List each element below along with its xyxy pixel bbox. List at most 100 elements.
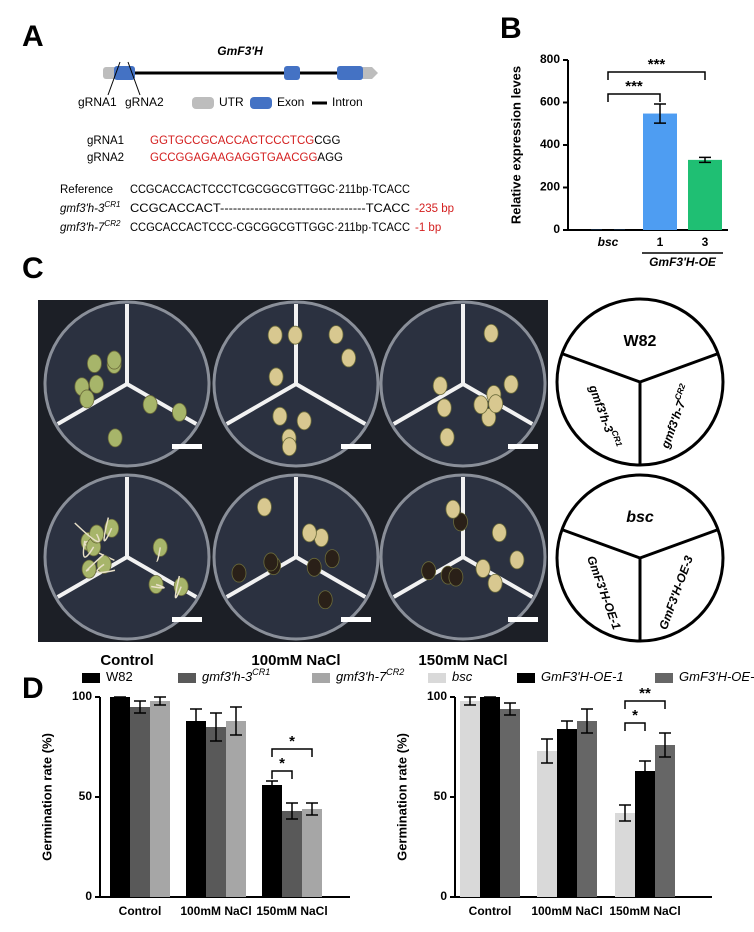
- bar: [206, 727, 226, 897]
- seed: [257, 497, 272, 517]
- significance-bracket: [607, 71, 706, 80]
- bar: [615, 813, 635, 897]
- seed: [287, 325, 303, 345]
- error-bar: [210, 712, 222, 742]
- x-tick-label: 1: [657, 235, 664, 249]
- seed: [503, 374, 519, 394]
- x-tick-label: 100mM NaCl: [180, 904, 251, 918]
- text-part: gmf3'h-3: [202, 669, 253, 684]
- condition-label: Control: [100, 652, 153, 669]
- superscript: CR2: [104, 219, 121, 228]
- legend-swatch: [192, 97, 214, 109]
- x-tick-label: 3: [702, 235, 709, 249]
- seed: [89, 374, 104, 394]
- significance-bracket: [271, 748, 313, 757]
- divider: [561, 528, 641, 560]
- scale-bar: [341, 617, 371, 622]
- seed: [317, 590, 333, 610]
- alignment-sequence: CCGCACCACTCCCTCGCGGCGTTGGC·211bp·TCACC: [130, 184, 410, 196]
- legend-swatch: [517, 673, 535, 683]
- seed: [509, 550, 525, 570]
- text-part: GmF3'H-OE-3: [679, 669, 754, 684]
- error-bar: [639, 760, 651, 782]
- exon: [337, 66, 363, 80]
- seed: [448, 567, 464, 587]
- root: [174, 575, 182, 599]
- text-part: Reference: [60, 184, 113, 196]
- pam-sequence: AGG: [317, 152, 343, 164]
- scale-bar: [508, 444, 538, 449]
- divider: [392, 382, 464, 426]
- significance-bracket: [271, 770, 293, 779]
- error-bar: [699, 156, 711, 164]
- panel-label: C: [22, 252, 44, 285]
- divider: [225, 555, 298, 599]
- seed: [281, 437, 297, 457]
- seed: [79, 389, 95, 409]
- seed: [341, 348, 357, 368]
- panel-label: D: [22, 672, 44, 705]
- grna-name: gRNA1: [87, 135, 124, 147]
- y-axis-label: Germination rate (%): [39, 733, 54, 861]
- alignment-sequence: CCGCACCACT------------------------------…: [130, 203, 410, 215]
- seed: [432, 376, 448, 396]
- y-tick-label: 600: [540, 95, 560, 109]
- seed: [296, 411, 312, 431]
- error-bar: [154, 696, 166, 706]
- error-bar: [190, 708, 202, 734]
- root: [74, 522, 100, 543]
- bar: [688, 159, 722, 230]
- bar: [643, 113, 677, 230]
- text-part: GmF3'H-OE-1: [541, 669, 624, 684]
- target-sequence: GGTGCCGCACCACTCCCTCG: [150, 135, 314, 147]
- grna-pointer: [127, 61, 141, 96]
- legend-label: Exon: [277, 95, 304, 109]
- seed: [306, 557, 322, 577]
- error-bar: [286, 802, 298, 820]
- x-tick-label: bsc: [598, 235, 619, 249]
- y-tick-label: 50: [79, 789, 93, 803]
- seed: [475, 559, 491, 578]
- y-tick-label: 0: [85, 889, 92, 903]
- error-bar: [464, 696, 476, 706]
- y-axis-label: Germination rate (%): [394, 733, 409, 861]
- error-bar: [659, 732, 671, 758]
- x-tick-label: 100mM NaCl: [531, 904, 602, 918]
- bar: [577, 721, 597, 897]
- bar: [500, 709, 520, 897]
- bar: [186, 721, 206, 897]
- grna-sequence: GCCGGAGAAGAGGTGAACGGAGG: [150, 152, 343, 164]
- x-tick-label: 150mM NaCl: [256, 904, 327, 918]
- x-tick-label: Control: [469, 904, 512, 918]
- group-label: GmF3'H-OE: [649, 255, 717, 269]
- grna-sequence: GGTGCCGCACCACTCCCTCGCGG: [150, 135, 340, 147]
- error-bar: [541, 738, 553, 764]
- panel-label: B: [500, 12, 522, 45]
- significance-bracket: [624, 700, 666, 709]
- key-label: W82: [624, 333, 657, 350]
- seed: [445, 499, 461, 519]
- divider: [639, 528, 719, 560]
- seed: [421, 561, 437, 581]
- exon: [284, 66, 300, 80]
- seed: [272, 406, 288, 426]
- seed: [491, 523, 507, 543]
- error-bar: [561, 720, 573, 738]
- divider: [639, 352, 719, 384]
- legend-swatch: [82, 673, 100, 683]
- bar: [282, 811, 302, 897]
- error-bar: [306, 802, 318, 816]
- bar: [655, 745, 675, 897]
- bar: [110, 697, 130, 897]
- condition-label: 100mM NaCl: [251, 652, 340, 669]
- significance-label: *: [289, 733, 295, 750]
- error-bar: [619, 804, 631, 822]
- key-label: bsc: [626, 509, 654, 526]
- seed: [328, 325, 344, 345]
- superscript: CR1: [104, 200, 120, 209]
- seed: [268, 367, 284, 387]
- significance-label: **: [639, 685, 651, 702]
- seed: [324, 549, 340, 568]
- scale-bar: [172, 617, 202, 622]
